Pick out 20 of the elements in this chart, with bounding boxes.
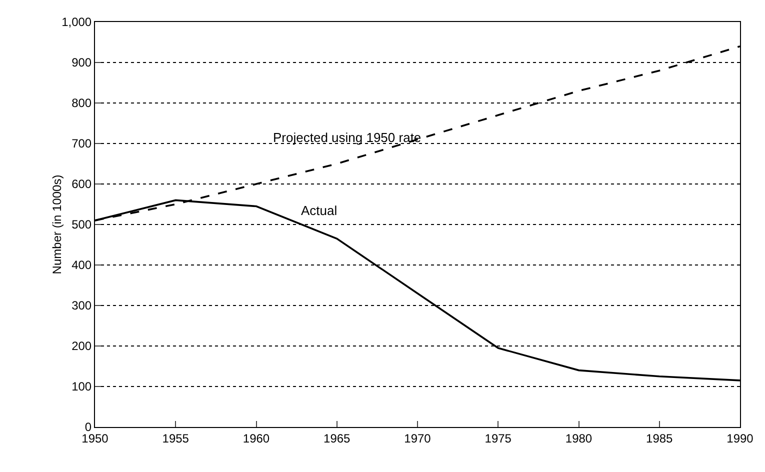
series-label: Actual: [301, 203, 338, 218]
y-tick-label: 400: [72, 258, 92, 272]
x-tick-label: 1965: [324, 431, 351, 446]
y-tick-label: 900: [72, 56, 92, 70]
x-tick-label: 1970: [404, 431, 432, 446]
x-tick-label: 1960: [242, 431, 270, 446]
x-tick-label: 1980: [565, 431, 592, 446]
y-tick-label: 700: [72, 136, 92, 151]
y-tick-label: 600: [72, 177, 92, 192]
y-axis-title: Number (in 1000s): [50, 174, 64, 274]
y-tick-label: 200: [72, 339, 92, 354]
x-tick-label: 1975: [484, 431, 512, 446]
x-tick-label: 1955: [162, 431, 190, 446]
x-tick-label: 1985: [646, 431, 674, 446]
y-tick-label: 800: [72, 96, 92, 110]
x-tick-label: 1990: [726, 431, 754, 446]
y-tick-label: 300: [72, 298, 92, 313]
y-tick-label: 500: [72, 218, 92, 232]
y-tick-label: 100: [72, 380, 92, 394]
y-tick-label: 1,000: [62, 15, 92, 30]
